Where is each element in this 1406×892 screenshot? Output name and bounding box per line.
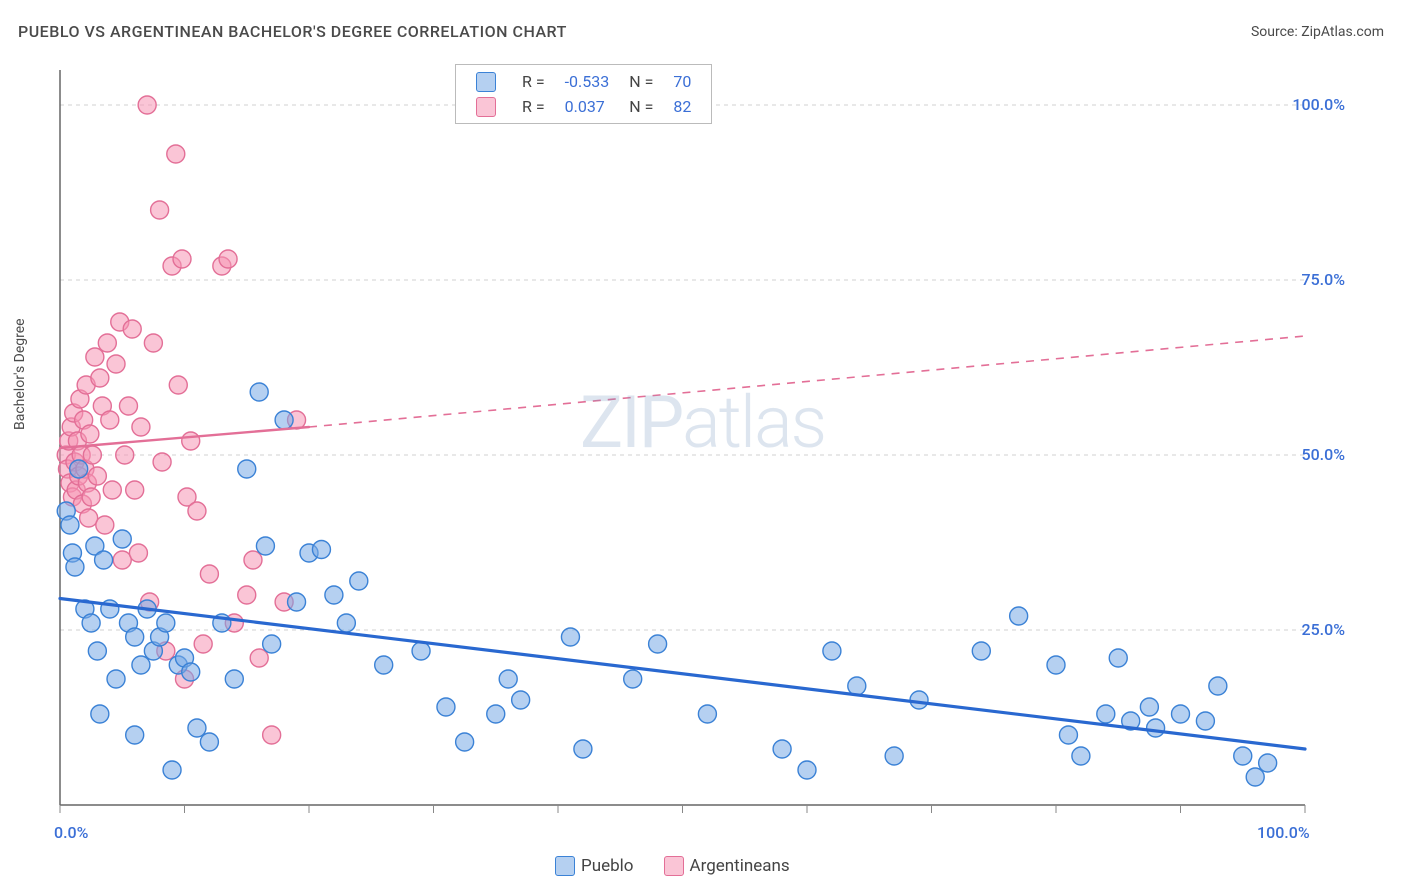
legend-N-pueblo: 70 bbox=[663, 69, 701, 94]
legend-row-argentineans: R =0.037N =82 bbox=[466, 94, 701, 119]
legend-label-pueblo: Pueblo bbox=[581, 856, 634, 876]
scatter-chart-svg bbox=[50, 60, 1350, 820]
source-label: Source: bbox=[1251, 24, 1301, 40]
legend-swatch-pueblo bbox=[555, 856, 575, 876]
y-tick-label: 25.0% bbox=[1301, 620, 1345, 639]
series-legend: Pueblo Argentineans bbox=[555, 855, 820, 876]
y-axis-label: Bachelor's Degree bbox=[12, 318, 28, 430]
x-tick-label: 100.0% bbox=[1257, 823, 1310, 842]
legend-R-pueblo: -0.533 bbox=[555, 69, 620, 94]
y-tick-label: 75.0% bbox=[1301, 270, 1345, 289]
legend-R-argentineans: 0.037 bbox=[555, 94, 620, 119]
legend-N-argentineans: 82 bbox=[663, 94, 701, 119]
correlation-legend: R =-0.533N =70R =0.037N =82 bbox=[455, 64, 712, 124]
legend-label-argentineans: Argentineans bbox=[690, 856, 790, 876]
legend-row-pueblo: R =-0.533N =70 bbox=[466, 69, 701, 94]
y-tick-label: 50.0% bbox=[1301, 445, 1345, 464]
legend-swatch-argentineans bbox=[664, 856, 684, 876]
y-tick-label: 100.0% bbox=[1292, 95, 1345, 114]
x-tick-label: 0.0% bbox=[54, 823, 88, 842]
chart-title: PUEBLO VS ARGENTINEAN BACHELOR'S DEGREE … bbox=[18, 22, 567, 41]
chart-plot-area bbox=[50, 60, 1350, 820]
source-attribution: Source: ZipAtlas.com bbox=[1251, 24, 1384, 40]
source-value: ZipAtlas.com bbox=[1301, 24, 1384, 40]
